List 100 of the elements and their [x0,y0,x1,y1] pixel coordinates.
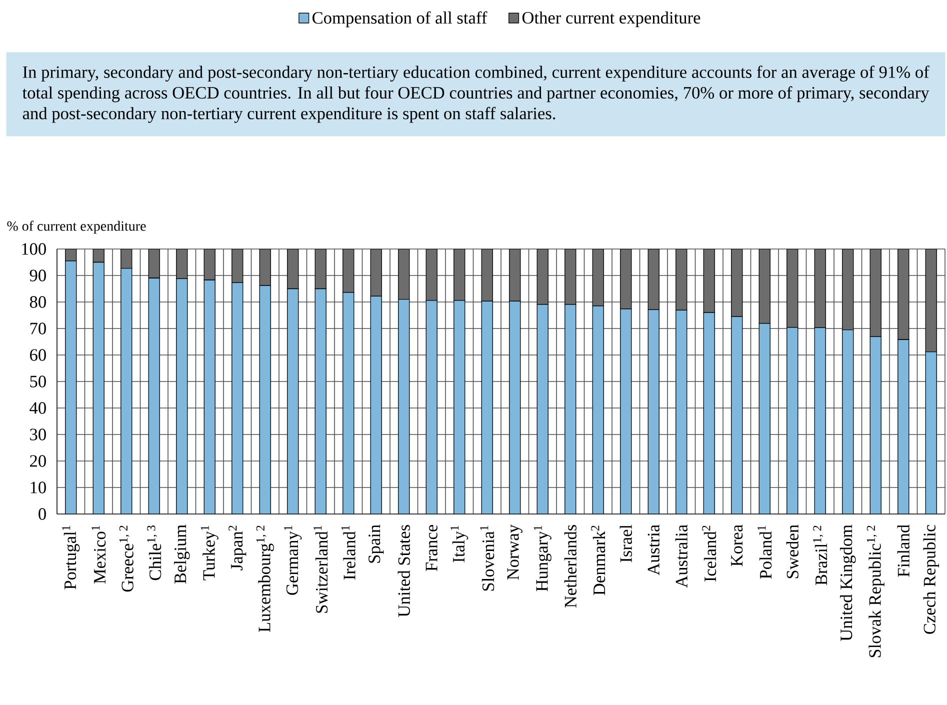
bar [92,262,104,514]
bar [925,248,937,352]
text: In primary, secondary and post-secondary non-tertiary education combined, current expenditure accounts for an average of 91% of total spending across OECD countries. In all but four OECD countries and partner economies, 70% or more of primary, secondary and post-secondary non-tertiary current expenditure is spent on staff salaries. [22,66,930,123]
bar [148,248,160,278]
bar [426,248,438,301]
bar [454,300,466,514]
x-tick-label: Greece$^{1, 2}$ [119,526,134,592]
y-tick-label: 0 [38,508,46,520]
x-tick-label: Finland [897,524,910,577]
bar [592,248,604,306]
bar [342,292,354,514]
x-tick-label: United Kingdom [840,524,856,642]
bar [925,351,937,514]
bar [120,268,132,514]
bar [176,248,188,280]
x-tick-label: Hungary$^{1}$ [534,526,552,592]
bar [120,248,132,269]
x-tick-label: Chile$^{1, 3}$ [147,526,162,580]
bar [148,278,160,514]
y-tick-label: 90 [30,270,46,282]
x-tick-label: Luxembourg$^{1, 2}$ [256,526,274,632]
y-tick-label: 10 [30,482,46,494]
bar [536,304,548,514]
bar [814,248,826,328]
bar [842,248,854,330]
bar [481,300,493,514]
bar [287,248,299,290]
x-tick-label: Denmark$^{2}$ [591,526,606,596]
x-tick-label: Ireland$^{1}$ [341,526,356,580]
x-tick-label: Slovenia$^{1}$ [480,526,494,591]
bar [481,248,493,302]
x-tick-label: Poland$^{1}$ [758,526,772,579]
y-tick-label: 80 [30,296,46,308]
bar [676,248,688,311]
bar [814,327,826,514]
bar [703,312,715,514]
bar [314,248,326,290]
bar [898,248,910,340]
bar [176,278,188,514]
x-tick-label: Switzerland$^{1}$ [314,526,328,613]
bar [65,260,77,514]
x-tick-label: France [426,525,438,572]
bar [564,304,576,514]
bar [786,327,798,514]
bar [398,299,410,514]
bar [314,288,326,514]
x-tick-label: United States [398,525,410,617]
x-tick-label: Portugal$^{1}$ [62,526,80,590]
x-tick-label: Turkey$^{1}$ [200,526,218,580]
bar [620,248,632,310]
bar [259,285,271,514]
y-tick-label: 70 [30,322,46,334]
y-tick-label: 40 [30,402,46,414]
bar [758,323,770,514]
bar [676,310,688,514]
bar [92,248,104,263]
x-tick-label: Iceland$^{2}$ [702,526,716,582]
legend-label: Other current expenditure [522,11,700,28]
y-axis-title: % of current expenditure [7,220,146,234]
x-tick-label: Australia [675,524,688,588]
bar [398,248,410,300]
bar [620,308,632,514]
x-tick-label: Belgium [174,524,190,584]
bar [370,248,382,296]
x-tick-label: Germany$^{1}$ [284,526,302,595]
bar [509,300,521,514]
bar [232,248,244,283]
x-tick-label: Czech Republic [923,524,939,634]
bar [870,248,882,338]
bar [731,248,743,317]
x-tick-label: Slovak Republic$^{1, 2}$ [866,526,884,658]
bar [259,248,271,286]
x-tick-label: Norway [507,524,522,580]
bar [731,316,743,514]
bar [786,248,798,328]
bar [370,296,382,514]
x-tick-label: Korea [731,524,743,566]
bar [648,248,660,310]
bar [758,248,770,324]
x-tick-label: Brazil$^{1, 2}$ [813,526,828,586]
bar [592,306,604,514]
bar [703,248,715,313]
y-tick-label: 60 [30,349,46,361]
legend-label: Compensation of all staff [312,11,488,28]
bar [454,248,466,301]
x-tick-label: Italy$^{1}$ [450,526,468,562]
bar [648,309,660,514]
bar [536,248,548,305]
x-tick-label: Spain [368,524,384,563]
x-tick-label: Netherlands [564,525,576,608]
x-tick-label: Israel [620,524,632,562]
bar [426,300,438,514]
y-tick-label: 20 [30,455,46,467]
bar [898,339,910,514]
bar [509,248,521,302]
y-tick-label: 50 [30,376,46,388]
bar [204,248,216,280]
bar [842,329,854,514]
bar [204,280,216,514]
x-tick-label: Sweden [786,524,798,578]
